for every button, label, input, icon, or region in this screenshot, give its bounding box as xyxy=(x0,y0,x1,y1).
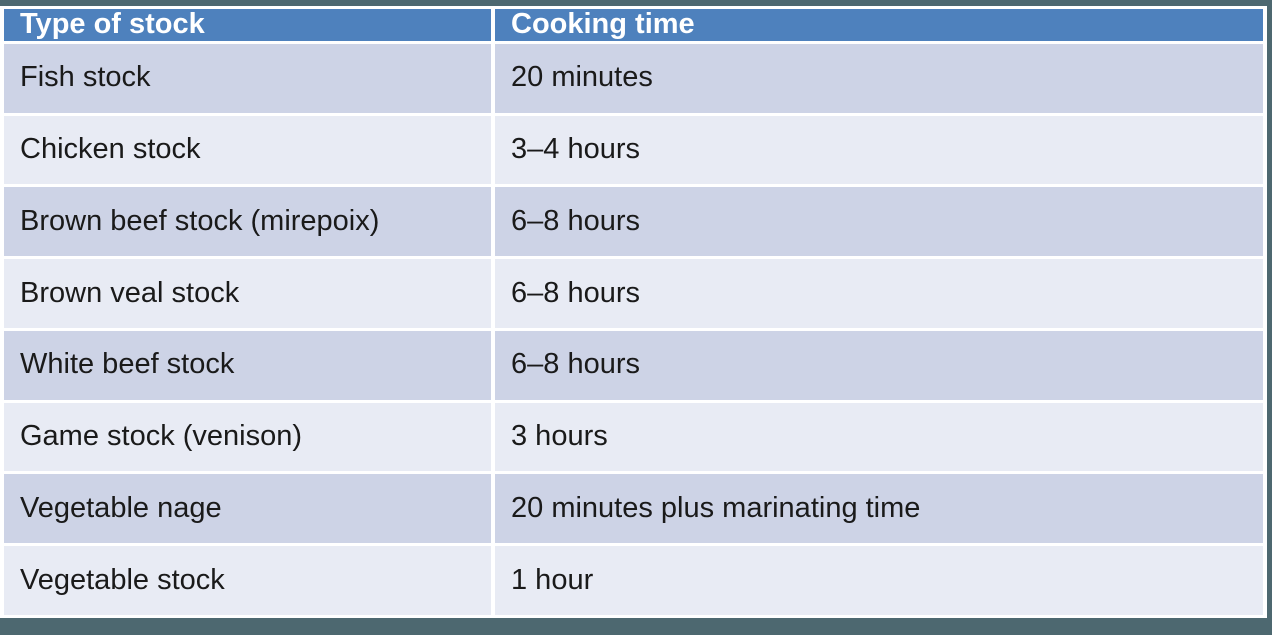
table-row: Brown beef stock (mirepoix) 6–8 hours xyxy=(4,187,1263,257)
header-row: Type of stock Cooking time xyxy=(4,9,1263,41)
table-row: Vegetable nage 20 minutes plus marinatin… xyxy=(4,474,1263,544)
stock-type-cell: Brown veal stock xyxy=(4,259,491,328)
stock-type-cell: White beef stock xyxy=(4,330,491,400)
header-cooking-time: Cooking time xyxy=(495,9,1263,41)
stock-type-cell: Brown beef stock (mirepoix) xyxy=(4,187,491,257)
cooking-time-cell: 6–8 hours xyxy=(495,330,1263,400)
table-row: White beef stock 6–8 hours xyxy=(4,330,1263,400)
cooking-time-cell: 3–4 hours xyxy=(495,115,1263,185)
stock-type-cell: Chicken stock xyxy=(4,115,491,185)
cooking-time-cell: 6–8 hours xyxy=(495,187,1263,257)
table-row: Fish stock 20 minutes xyxy=(4,43,1263,113)
cooking-time-cell: 1 hour xyxy=(495,546,1263,615)
table-row: Brown veal stock 6–8 hours xyxy=(4,259,1263,328)
cooking-time-cell: 20 minutes plus marinating time xyxy=(495,474,1263,544)
stock-type-cell: Fish stock xyxy=(4,43,491,113)
table-row: Game stock (venison) 3 hours xyxy=(4,402,1263,472)
cooking-time-cell: 6–8 hours xyxy=(495,259,1263,328)
cooking-time-cell: 3 hours xyxy=(495,402,1263,472)
table-row: Vegetable stock 1 hour xyxy=(4,546,1263,615)
stock-type-cell: Game stock (venison) xyxy=(4,402,491,472)
stock-type-cell: Vegetable stock xyxy=(4,546,491,615)
table-row: Chicken stock 3–4 hours xyxy=(4,115,1263,185)
stock-type-cell: Vegetable nage xyxy=(4,474,491,544)
stock-cooking-time-table: Type of stock Cooking time Fish stock 20… xyxy=(0,6,1267,618)
header-type-of-stock: Type of stock xyxy=(4,9,491,41)
cooking-time-cell: 20 minutes xyxy=(495,43,1263,113)
stock-table-frame: Type of stock Cooking time Fish stock 20… xyxy=(0,6,1267,618)
